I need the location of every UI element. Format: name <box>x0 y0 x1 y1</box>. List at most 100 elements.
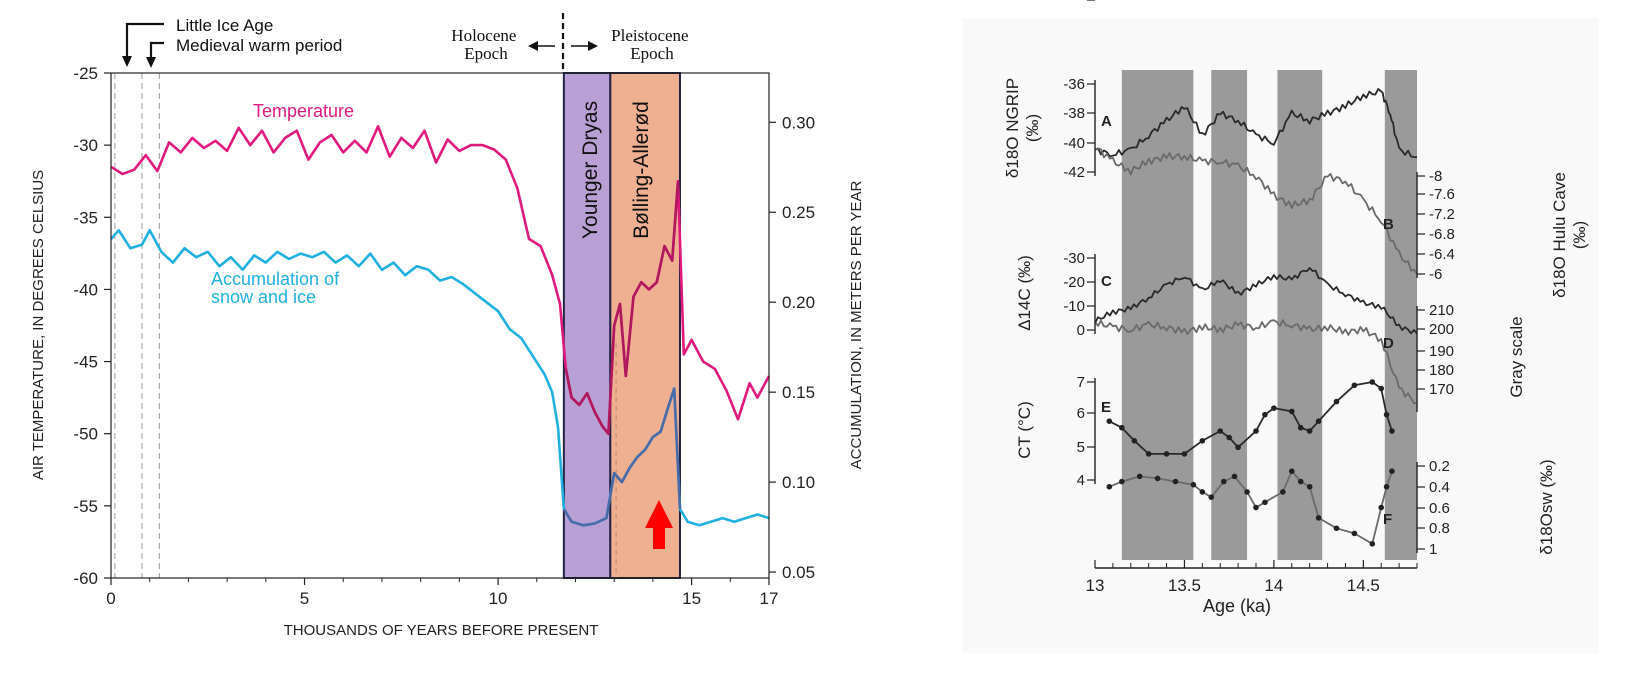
proxy-tick-label: 0.8 <box>1429 520 1450 537</box>
proxy-point-e <box>1288 408 1295 415</box>
proxy-axis-title: δ18O NGRIP(‰) <box>1003 78 1042 178</box>
age-axis-title: Age (ka) <box>1203 596 1271 616</box>
proxy-point-e <box>1297 424 1304 431</box>
proxy-point-f <box>1351 530 1358 537</box>
proxy-point-e <box>1163 451 1170 457</box>
temperature-label: Temperature <box>253 101 354 121</box>
little-ice-age-label: Little Ice Age <box>176 16 273 35</box>
proxy-point-e <box>1333 398 1340 405</box>
medieval-label: Medieval warm period <box>176 36 342 55</box>
x-tick-label: 5 <box>300 589 309 608</box>
proxy-point-e <box>1351 382 1358 389</box>
pleistocene-label: Pleistocene Epoch <box>611 26 693 63</box>
proxy-line-d <box>1094 319 1418 405</box>
proxy-axis-title-line: (‰) <box>1570 221 1589 249</box>
proxy-point-e <box>1378 385 1385 392</box>
band-label-younger-dryas: Younger Dryas <box>579 101 602 239</box>
proxy-tick-label: -20 <box>1063 274 1085 291</box>
proxy-axis-title-line: δ18Osw (‰) <box>1537 459 1556 554</box>
proxy-point-e <box>1306 428 1313 434</box>
proxy-axes: -36 -38 -40 -42 -8-7.6 -7.2 -6.8 -6.4 -6 -30 -20 -1… <box>1063 0 1455 595</box>
proxy-axis-title-line: Gray scale <box>1507 316 1526 397</box>
y-tick-label: -45 <box>73 353 98 372</box>
x-axis-title: THOUSANDS OF YEARS BEFORE PRESENT <box>284 622 599 639</box>
proxy-axis-title: δ18Osw (‰) <box>1537 459 1556 554</box>
proxy-point-f <box>1306 483 1313 490</box>
y-tick-label: -30 <box>73 136 98 155</box>
proxy-tick-label: -40 <box>1063 135 1085 152</box>
panel-letter: C <box>1101 273 1112 290</box>
proxy-point-e <box>1199 438 1206 444</box>
y2-tick-label: 0.05 <box>782 563 815 582</box>
proxy-tick-label: -38 <box>1063 105 1085 122</box>
proxy-tick-label: 190 <box>1429 343 1454 360</box>
proxy-point-f <box>1190 481 1197 488</box>
proxy-point-f <box>1297 478 1304 485</box>
y-tick-label: -50 <box>73 425 98 444</box>
proxy-axis-title: δ18O Hulu Cave(‰) <box>1550 172 1589 298</box>
proxy-axis-title-line: δ18O Hulu Cave <box>1550 172 1569 298</box>
shaded-interval <box>1384 70 1417 560</box>
proxy-tick-label: 0.4 <box>1429 479 1450 496</box>
proxy-series <box>1094 88 1418 547</box>
y2-tick-label: 0.10 <box>782 473 815 492</box>
y2-tick-label: 0.30 <box>782 113 815 132</box>
proxy-point-f <box>1333 525 1340 532</box>
period-annotations: Little Ice Age Medieval warm period Holo… <box>122 13 693 73</box>
y-tick-label: -60 <box>73 569 98 588</box>
proxy-tick-label: 1 <box>1429 541 1437 558</box>
panel-letter: F <box>1383 511 1392 528</box>
proxy-tick-label: 0 <box>1077 322 1085 339</box>
shaded-interval <box>1277 70 1323 560</box>
proxy-line-f <box>1108 470 1393 545</box>
y-tick-label: -35 <box>73 208 98 227</box>
proxy-tick-label: 180 <box>1429 362 1454 379</box>
proxy-point-f <box>1136 473 1143 480</box>
proxy-axis-title-line: Δ14C (‰) <box>1015 255 1034 331</box>
holocene-label: Holocene Epoch <box>451 26 520 63</box>
proxy-point-e <box>1389 428 1395 434</box>
right-chart: -36 -38 -40 -42 -8-7.6 -7.2 -6.8 -6.4 -6 -30 -20 -1… <box>962 0 1599 653</box>
proxy-point-e <box>1181 451 1188 457</box>
proxy-point-e <box>1253 428 1259 434</box>
left-y-axis-title: AIR TEMPERATURE, IN DEGREES CELSIUS <box>30 170 47 480</box>
proxy-tick-label: -6 <box>1429 266 1442 283</box>
proxy-tick-label: -6.8 <box>1429 226 1455 243</box>
panel-letter: D <box>1383 335 1394 352</box>
accumulation-line-shaded <box>562 387 682 527</box>
accumulation-label: Accumulation of snow and ice <box>211 269 344 307</box>
proxy-point-f <box>1288 468 1295 474</box>
proxy-point-e <box>1131 438 1138 444</box>
y-tick-label: -25 <box>73 64 98 83</box>
proxy-tick-label: -8 <box>1429 168 1442 185</box>
left-ticks: -25 -30 -35 -40 -45 -50 -55 -60 0.30 0.25 0.20 0.15… <box>73 64 815 608</box>
temperature-line-shaded <box>564 181 680 436</box>
proxy-tick-label: 0.2 <box>1429 458 1450 475</box>
shaded-interval <box>1121 70 1194 560</box>
proxy-point-e <box>1145 451 1152 457</box>
proxy-tick-label: 200 <box>1429 321 1454 338</box>
proxy-point-f <box>1280 489 1286 495</box>
y-tick-label: -40 <box>73 280 98 299</box>
proxy-line-a <box>1094 88 1418 159</box>
proxy-point-f <box>1208 494 1215 500</box>
left-markers <box>114 73 617 578</box>
proxy-axis-title-line: δ18O NGRIP <box>1003 78 1022 178</box>
y-tick-label: -55 <box>73 497 98 516</box>
proxy-tick-label: -7.2 <box>1429 206 1455 223</box>
proxy-point-f <box>1369 541 1376 547</box>
x-tick-label: 17 <box>760 589 779 608</box>
x-tick-label: 10 <box>489 589 508 608</box>
proxy-point-e <box>1119 424 1125 431</box>
band-label-bolling: Bølling-Allerød <box>630 101 653 239</box>
proxy-line-c <box>1094 267 1418 335</box>
proxy-axis-title: CT (°C) <box>1015 401 1034 458</box>
proxy-tick-label: -36 <box>1063 76 1085 93</box>
proxy-point-e <box>1271 405 1277 411</box>
proxy-point-e <box>1106 418 1113 425</box>
y2-tick-label: 0.20 <box>782 293 815 312</box>
proxy-tick-label: -7.6 <box>1429 186 1455 203</box>
y2-tick-label: 0.15 <box>782 383 815 402</box>
age-tick-label: 14.5 <box>1347 576 1380 595</box>
